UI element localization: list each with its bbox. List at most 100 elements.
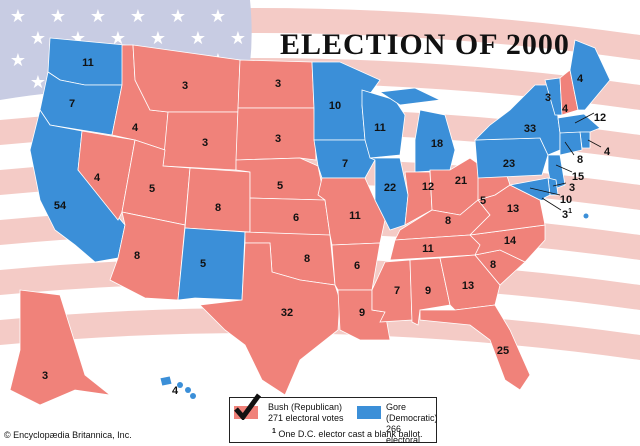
- state-ct: [559, 131, 583, 156]
- state-co: [184, 167, 251, 233]
- footnote: 1 One D.C. elector cast a blank ballot.: [272, 428, 423, 439]
- vote-label-ar: 6: [354, 260, 360, 272]
- map-title: ELECTION OF 2000: [280, 28, 570, 61]
- vote-label-fl: 25: [497, 345, 509, 357]
- vote-label-wv: 5: [480, 195, 486, 207]
- vote-label-ak: 3: [42, 370, 48, 382]
- vote-label-hi: 4: [172, 385, 179, 397]
- vote-label-de: 3: [569, 182, 575, 194]
- state-hi-island: [190, 393, 196, 399]
- state-sd: [235, 107, 317, 161]
- vote-label-in: 12: [422, 181, 434, 193]
- star-icon: ★: [230, 28, 246, 48]
- star-icon: ★: [170, 6, 186, 26]
- checkmark-icon: [234, 393, 262, 420]
- leader-line: [564, 141, 575, 156]
- star-icon: ★: [110, 28, 126, 48]
- vote-label-or: 7: [69, 98, 75, 110]
- state-wy: [162, 111, 239, 171]
- leader-line: [541, 197, 562, 211]
- state-il: [369, 157, 409, 231]
- state-ak: [9, 289, 112, 406]
- vote-label-ky: 8: [445, 215, 451, 227]
- star-icon: ★: [10, 50, 26, 70]
- vote-label-ma: 12: [594, 112, 606, 124]
- state-ca: [29, 109, 126, 263]
- state-tx: [199, 242, 341, 396]
- star-icon: ★: [130, 6, 146, 26]
- leader-line: [574, 112, 595, 124]
- state-ma: [557, 113, 601, 134]
- gore-label: Gore (Democratic): [386, 402, 438, 423]
- vote-label-tn: 11: [422, 243, 434, 255]
- bush-votes: 271 electoral votes: [268, 413, 344, 423]
- star-icon: ★: [30, 28, 46, 48]
- vote-label-nh: 4: [562, 103, 569, 115]
- vote-label-mi: 18: [431, 138, 443, 150]
- vote-label-ri: 4: [604, 146, 611, 158]
- vote-label-wi: 11: [374, 122, 386, 134]
- vote-label-pa: 23: [503, 158, 515, 170]
- vote-label-sd: 3: [275, 133, 281, 145]
- leader-line: [552, 182, 567, 187]
- vote-label-ms: 7: [394, 285, 400, 297]
- leader-line: [587, 139, 602, 148]
- vote-label-oh: 21: [455, 175, 467, 187]
- vote-label-co: 8: [215, 202, 221, 214]
- state-in: [404, 171, 433, 226]
- footnote-mark: 1: [272, 428, 276, 435]
- vote-label-ok: 8: [304, 253, 310, 265]
- star-icon: ★: [30, 72, 46, 92]
- star-icon: ★: [10, 6, 26, 26]
- vote-label-mn: 10: [329, 100, 341, 112]
- vote-label-ny: 33: [524, 123, 536, 135]
- vote-label-nc: 14: [504, 235, 517, 247]
- vote-label-ks: 6: [293, 212, 299, 224]
- dc-marker: [583, 213, 589, 219]
- star-icon: ★: [190, 28, 206, 48]
- vote-label-nj: 15: [572, 171, 584, 183]
- vote-label-ca: 54: [54, 200, 67, 212]
- vote-label-ut: 5: [149, 183, 155, 195]
- star-icon: ★: [150, 28, 166, 48]
- vote-label-sc: 8: [490, 259, 496, 271]
- vote-label-tx: 32: [281, 307, 293, 319]
- vote-label-vt: 3: [545, 92, 551, 104]
- vote-label-mt: 3: [182, 80, 188, 92]
- vote-label-ne: 5: [277, 180, 283, 192]
- state-hi-island: [185, 387, 191, 393]
- leader-line: [529, 187, 561, 196]
- state-hi: [159, 375, 173, 387]
- state-nm: [177, 227, 246, 301]
- vote-label-ct: 8: [577, 154, 583, 166]
- vote-label-wa: 11: [82, 57, 94, 69]
- star-icon: ★: [210, 6, 226, 26]
- vote-label-mo: 11: [349, 210, 361, 222]
- gore-votes: 266 electoral votes: [386, 424, 421, 445]
- vote-label-va: 13: [507, 203, 519, 215]
- vote-label-me: 4: [577, 73, 584, 85]
- gore-swatch: [357, 406, 381, 419]
- state-nc: [469, 224, 546, 263]
- vote-label-id: 4: [132, 122, 139, 134]
- vote-label-il: 22: [384, 182, 396, 194]
- bush-label: Bush (Republican): [268, 402, 343, 412]
- state-nv: [77, 130, 136, 221]
- copyright: © Encyclopædia Britannica, Inc.: [4, 430, 132, 440]
- legend: Bush (Republican) 271 electoral votes Go…: [229, 393, 438, 445]
- vote-label-md: 10: [560, 194, 572, 206]
- vote-label-nv: 4: [94, 172, 101, 184]
- state-hi-island: [177, 382, 183, 388]
- vote-label-az: 8: [134, 250, 140, 262]
- vote-label-al: 9: [425, 285, 431, 297]
- state-ks: [249, 197, 331, 236]
- vote-label-nm: 5: [200, 258, 206, 270]
- state-mi: [378, 87, 442, 106]
- state-md: [508, 177, 551, 201]
- states-layer: [9, 37, 611, 406]
- footnote-text: One D.C. elector cast a blank ballot.: [278, 429, 423, 439]
- star-icon: ★: [90, 6, 106, 26]
- vote-label-nd: 3: [275, 78, 281, 90]
